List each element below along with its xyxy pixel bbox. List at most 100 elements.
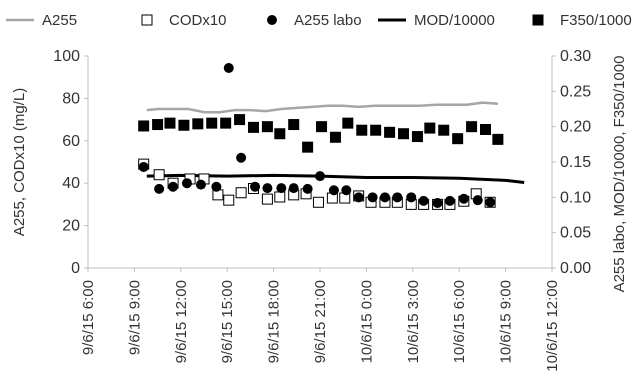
series-f350-1000 [138, 114, 504, 153]
point [274, 191, 286, 203]
point [288, 183, 299, 194]
point [302, 183, 313, 194]
x-tick-label: 10/6/15 6:00 [451, 280, 468, 363]
point [195, 179, 206, 190]
y-tick-label: 40 [62, 175, 80, 192]
point [236, 152, 247, 163]
point [492, 133, 504, 145]
x-tick-label: 9/6/15 6:00 [80, 280, 97, 355]
point [178, 119, 190, 131]
point [392, 192, 403, 203]
point [250, 181, 261, 192]
point [328, 185, 339, 196]
point [262, 183, 273, 194]
y-tick-label: 100 [53, 48, 80, 65]
y-tick-label: 0 [71, 260, 80, 277]
point [406, 192, 417, 203]
point [444, 195, 455, 206]
point [153, 169, 165, 181]
series-a255-labo [138, 63, 496, 208]
x-tick-label: 9/6/15 9:00 [126, 280, 143, 355]
y2-tick-label: 0.25 [560, 83, 591, 100]
point [452, 133, 464, 145]
point [398, 128, 410, 140]
x-tick-label: 10/6/15 0:00 [358, 280, 375, 363]
y2-tick-label: 0.30 [560, 48, 591, 65]
point [223, 194, 235, 206]
series-a255 [146, 101, 498, 114]
point [302, 141, 314, 153]
y-tick-label: 60 [62, 133, 80, 150]
legend-swatch [532, 14, 544, 26]
point [138, 120, 150, 132]
axes: 0 20 40 60 80 100 0.00 0.05 0.10 0.15 0.20 0.25 0.30… [53, 48, 591, 372]
point [367, 192, 378, 203]
legend-label: A255 [42, 12, 77, 29]
legend-label: MOD/10000 [414, 12, 495, 29]
point [223, 63, 234, 74]
point [312, 196, 324, 208]
legend-label: F350/1000 [560, 12, 632, 29]
point [341, 185, 352, 196]
legend-label: A255 labo [294, 12, 362, 29]
legend-item: F350/1000 [532, 12, 632, 29]
x-tick-label: 9/6/15 12:00 [173, 280, 190, 363]
point [438, 124, 450, 136]
point [220, 117, 232, 129]
point [181, 178, 192, 189]
y-tick-label: 80 [62, 90, 80, 107]
point [316, 121, 328, 133]
legend-item: A255 [6, 12, 77, 29]
point [384, 126, 396, 138]
legend-item: A255 labo [267, 12, 362, 29]
point [411, 131, 423, 143]
point [206, 117, 218, 129]
legend: A255 CODx10 A255 labo MOD/10000 F350/1000 [6, 12, 632, 29]
x-tick-label: 9/6/15 21:00 [312, 280, 329, 363]
y2-tick-label: 0.00 [560, 260, 591, 277]
y2-tick-label: 0.15 [560, 154, 591, 171]
point [472, 195, 483, 206]
point [466, 121, 478, 133]
x-tick-label: 10/6/15 12:00 [544, 280, 561, 372]
point [152, 119, 164, 131]
point [379, 192, 390, 203]
point [211, 181, 222, 192]
point [247, 121, 259, 133]
point [342, 117, 354, 129]
plot-area [138, 63, 525, 210]
x-tick-label: 9/6/15 15:00 [219, 280, 236, 363]
point [356, 124, 368, 136]
point [353, 192, 364, 203]
legend-item: MOD/10000 [378, 12, 495, 29]
legend-item: CODx10 [141, 12, 227, 29]
x-tick-label: 9/6/15 18:00 [266, 280, 283, 363]
point [479, 123, 491, 135]
point [485, 197, 496, 208]
legend-label: CODx10 [169, 12, 227, 29]
y-axis-title: A255, CODx10 (mg/L) [11, 88, 28, 236]
point [164, 117, 176, 129]
point [288, 119, 300, 131]
point [168, 181, 179, 192]
legend-swatch [141, 14, 153, 26]
point [329, 131, 341, 143]
series-line [146, 101, 498, 114]
point [234, 114, 246, 126]
legend-swatch [267, 15, 277, 25]
point [315, 171, 325, 182]
point [154, 183, 165, 194]
point [432, 197, 443, 208]
point [192, 118, 204, 130]
point [276, 183, 287, 194]
y2-tick-label: 0.10 [560, 189, 591, 206]
point [458, 193, 469, 204]
point [418, 195, 429, 206]
y2-axis-title: A255 labo, MOD/10000, F350/1000 [611, 56, 628, 293]
point [274, 128, 286, 140]
point [261, 193, 273, 205]
y2-tick-label: 0.20 [560, 119, 591, 136]
y-tick-label: 20 [62, 218, 80, 235]
point [424, 122, 436, 134]
